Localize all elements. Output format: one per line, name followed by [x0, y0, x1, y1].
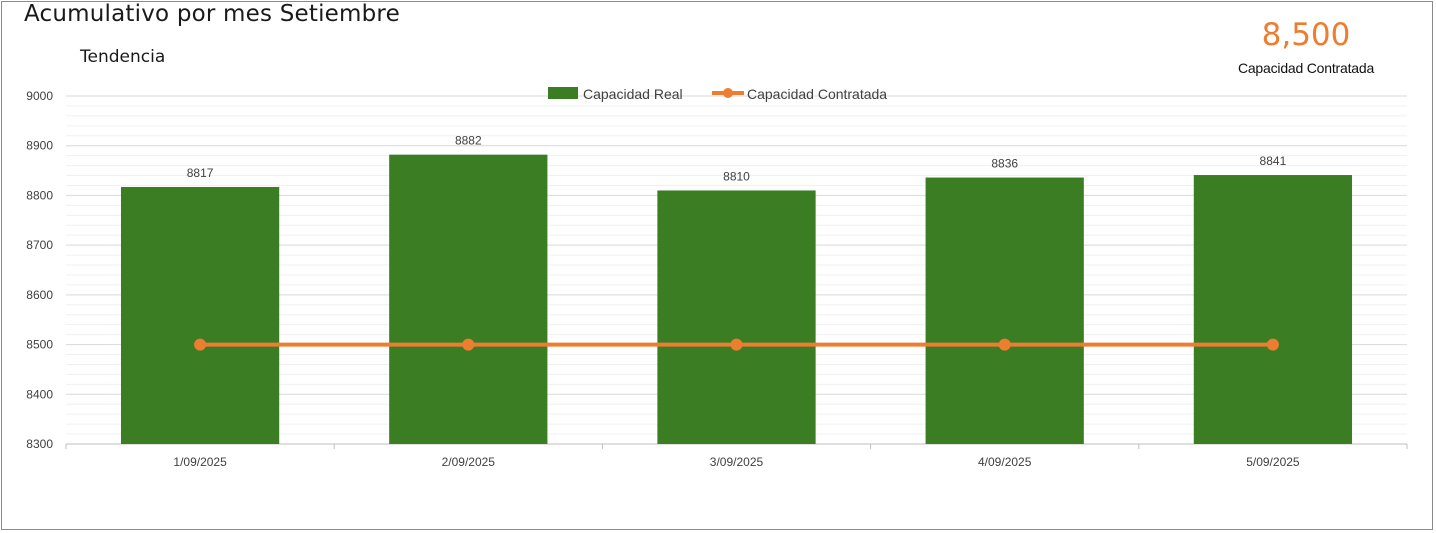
line-marker	[194, 338, 207, 351]
bar-capacidad-real	[120, 186, 280, 444]
x-tick-label: 3/09/2025	[710, 455, 764, 469]
line-marker	[462, 338, 475, 351]
chart-title: Acumulativo por mes Setiembre	[24, 1, 400, 27]
x-tick-label: 4/09/2025	[978, 455, 1032, 469]
data-labels: 8817 8882 8810 8836 8841	[187, 134, 1287, 184]
line-series	[194, 338, 1279, 351]
bar-series	[120, 154, 1353, 445]
chart-subtitle: Tendencia	[80, 47, 166, 67]
bar-data-label: 8817	[187, 166, 214, 180]
x-tick-label: 5/09/2025	[1246, 455, 1300, 469]
legend-marker-capacidad-contratada	[723, 88, 733, 98]
y-tick-label: 8300	[26, 437, 53, 451]
y-tick-label: 8700	[26, 238, 53, 252]
x-tick-label: 2/09/2025	[442, 455, 496, 469]
bar-data-label: 8882	[455, 134, 482, 148]
legend-label-capacidad-real: Capacidad Real	[583, 86, 683, 102]
legend-swatch-capacidad-real	[548, 87, 578, 99]
y-tick-label: 8600	[26, 288, 53, 302]
y-tick-label: 8500	[26, 338, 53, 352]
bar-capacidad-real	[389, 154, 548, 445]
kpi-label: Capacidad Contratada	[1237, 60, 1375, 76]
line-marker	[730, 338, 743, 351]
y-tick-label: 8900	[26, 139, 53, 153]
bar-data-label: 8836	[991, 157, 1018, 171]
line-marker	[998, 338, 1011, 351]
y-tick-label: 9000	[26, 89, 53, 103]
x-tick-label: 1/09/2025	[173, 455, 227, 469]
bar-capacidad-real	[657, 190, 816, 444]
bar-capacidad-real	[925, 177, 1084, 444]
bar-data-label: 8810	[723, 169, 750, 183]
bar-capacidad-real	[1193, 175, 1353, 444]
kpi-value: 8,500	[1261, 17, 1351, 53]
line-marker	[1266, 338, 1279, 351]
legend: Capacidad Real Capacidad Contratada	[548, 86, 887, 102]
bar-data-label: 8841	[1260, 154, 1287, 168]
y-tick-label: 8800	[26, 188, 53, 202]
y-tick-label: 8400	[26, 387, 53, 401]
legend-label-capacidad-contratada: Capacidad Contratada	[747, 86, 887, 102]
